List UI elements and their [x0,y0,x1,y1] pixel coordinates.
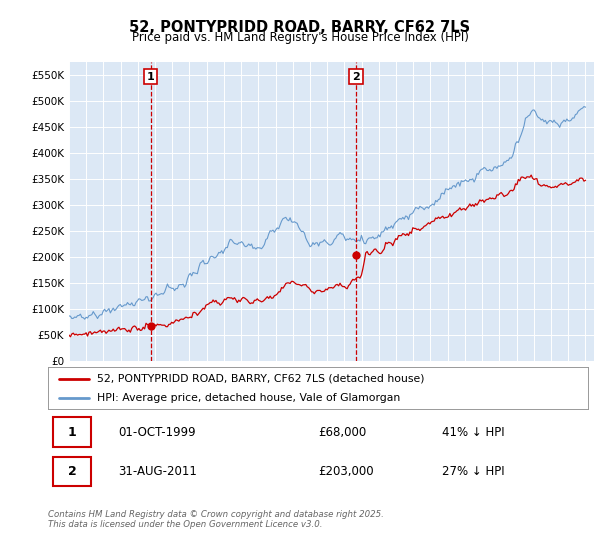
Text: 2: 2 [68,465,77,478]
Text: 1: 1 [147,72,155,82]
Text: Contains HM Land Registry data © Crown copyright and database right 2025.
This d: Contains HM Land Registry data © Crown c… [48,510,384,529]
Text: 52, PONTYPRIDD ROAD, BARRY, CF62 7LS (detached house): 52, PONTYPRIDD ROAD, BARRY, CF62 7LS (de… [97,374,424,384]
Text: 2: 2 [352,72,360,82]
Text: 1: 1 [68,426,77,438]
FancyBboxPatch shape [53,457,91,486]
Text: 52, PONTYPRIDD ROAD, BARRY, CF62 7LS: 52, PONTYPRIDD ROAD, BARRY, CF62 7LS [130,20,470,35]
Text: 27% ↓ HPI: 27% ↓ HPI [442,465,505,478]
Text: Price paid vs. HM Land Registry's House Price Index (HPI): Price paid vs. HM Land Registry's House … [131,31,469,44]
Text: £203,000: £203,000 [318,465,374,478]
FancyBboxPatch shape [53,418,91,447]
Text: 31-AUG-2011: 31-AUG-2011 [118,465,197,478]
Text: £68,000: £68,000 [318,426,366,438]
Text: 41% ↓ HPI: 41% ↓ HPI [442,426,505,438]
Text: HPI: Average price, detached house, Vale of Glamorgan: HPI: Average price, detached house, Vale… [97,393,400,403]
Text: 01-OCT-1999: 01-OCT-1999 [118,426,196,438]
